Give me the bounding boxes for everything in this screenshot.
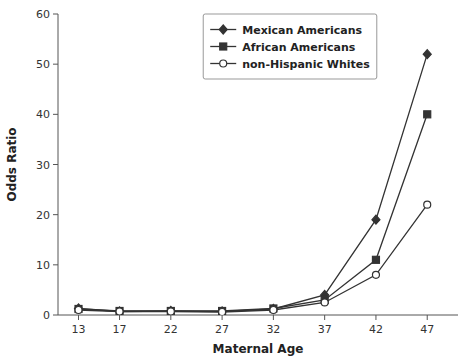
y-tick	[53, 214, 58, 215]
y-tick	[53, 64, 58, 65]
y-tick-label: 60	[36, 8, 50, 21]
legend-label: Mexican Americans	[242, 24, 362, 37]
x-axis-label: Maternal Age	[213, 342, 304, 356]
series-line	[79, 205, 428, 312]
point-marker	[321, 299, 328, 306]
point-marker	[75, 304, 83, 313]
legend-marker	[220, 43, 227, 50]
x-tick-label: 47	[420, 323, 434, 336]
x-tick	[375, 315, 376, 320]
point-marker	[424, 111, 431, 118]
series	[75, 111, 431, 315]
y-tick-label: 30	[36, 159, 50, 172]
y-tick-label: 50	[36, 58, 50, 71]
series-line	[79, 54, 428, 311]
x-tick-label: 17	[113, 323, 127, 336]
x-tick	[273, 315, 274, 320]
point-marker	[424, 201, 431, 208]
point-marker	[372, 215, 380, 224]
point-marker	[116, 307, 123, 314]
legend: Mexican Americans African Americans non-Hi…	[203, 14, 377, 79]
series	[75, 50, 432, 315]
y-tick-label: 40	[36, 108, 50, 121]
series-line	[79, 114, 428, 311]
x-tick	[427, 315, 428, 320]
x-tick-label: 22	[164, 323, 178, 336]
y-tick-label: 0	[43, 309, 50, 322]
x-tick-label: 42	[369, 323, 383, 336]
y-tick	[53, 114, 58, 115]
chart: 13 17 22 27 32 37 42 47 0 10 20 30 40 50 60 Maternal Ag…	[0, 0, 474, 361]
point-marker	[167, 307, 174, 314]
y-tick-label: 10	[36, 259, 50, 272]
point-marker	[270, 306, 277, 313]
legend-marker	[219, 25, 227, 34]
plot-area	[75, 50, 432, 315]
y-tick	[53, 14, 58, 15]
y-tick	[53, 315, 58, 316]
legend-label: African Americans	[242, 41, 356, 54]
x-tick	[222, 315, 223, 320]
point-marker	[219, 308, 226, 315]
point-marker	[167, 308, 174, 315]
point-marker	[372, 271, 379, 278]
y-tick	[53, 264, 58, 265]
y-tick	[53, 164, 58, 165]
point-marker	[372, 256, 379, 263]
series	[75, 201, 431, 315]
y-tick-label: 20	[36, 209, 50, 222]
x-tick-label: 27	[215, 323, 229, 336]
x-tick-label: 32	[266, 323, 280, 336]
y-axis-label: Odds Ratio	[5, 127, 19, 201]
point-marker	[116, 307, 124, 315]
x-tick	[119, 315, 120, 320]
point-marker	[269, 304, 277, 313]
point-marker	[423, 50, 431, 59]
x-tick	[170, 315, 171, 320]
point-marker	[218, 307, 226, 315]
legend-marker	[220, 60, 227, 67]
axes: 13 17 22 27 32 37 42 47 0 10 20 30 40 50 60	[36, 8, 458, 336]
point-marker	[75, 306, 82, 313]
x-tick	[78, 315, 79, 320]
x-tick	[324, 315, 325, 320]
point-marker	[116, 308, 123, 315]
x-tick-label: 13	[72, 323, 86, 336]
legend-label: non-Hispanic Whites	[242, 58, 370, 71]
legend-box	[203, 14, 377, 79]
x-tick-label: 37	[318, 323, 332, 336]
point-marker	[167, 306, 175, 315]
